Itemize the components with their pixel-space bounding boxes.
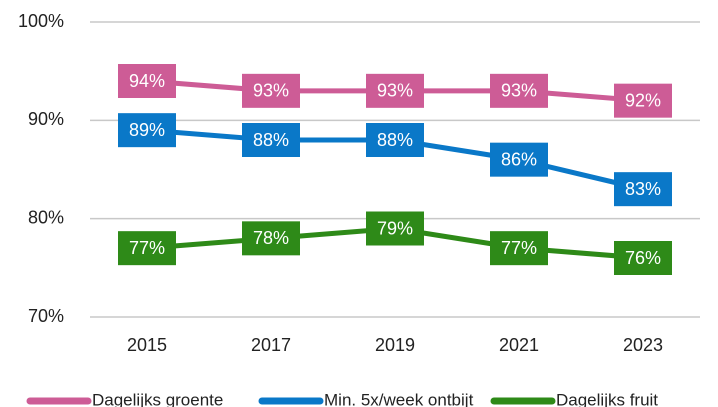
data-label: 79% <box>377 218 413 238</box>
data-label-box <box>242 73 300 108</box>
data-label-box <box>490 142 548 177</box>
data-label-box <box>614 172 672 207</box>
x-tick-label: 2017 <box>251 335 291 355</box>
data-label: 93% <box>501 81 537 101</box>
x-tick-label: 2019 <box>375 335 415 355</box>
y-tick-label: 90% <box>28 109 64 129</box>
data-label: 92% <box>625 90 661 110</box>
x-tick-label: 2023 <box>623 335 663 355</box>
data-label: 93% <box>377 81 413 101</box>
data-label: 86% <box>501 149 537 169</box>
data-label: 89% <box>129 120 165 140</box>
data-label-box <box>490 231 548 266</box>
data-label: 76% <box>625 248 661 268</box>
data-label-box <box>118 64 176 98</box>
data-label-box <box>614 83 672 118</box>
data-label-box <box>242 221 300 256</box>
legend-label: Min. 5x/week ontbijt <box>324 390 474 407</box>
legend-label: Dagelijks fruit <box>556 390 658 407</box>
data-label: 83% <box>625 179 661 199</box>
y-tick-label: 80% <box>28 207 64 227</box>
y-tick-label: 70% <box>28 306 64 326</box>
data-label: 94% <box>129 71 165 91</box>
data-label-box <box>118 231 176 266</box>
data-label: 88% <box>253 130 289 150</box>
x-tick-label: 2021 <box>499 335 539 355</box>
data-label-box <box>614 241 672 275</box>
data-label-box <box>490 73 548 108</box>
data-label-box <box>366 211 424 246</box>
data-label-box <box>242 123 300 157</box>
data-label-box <box>366 123 424 157</box>
data-label: 77% <box>501 238 537 258</box>
data-label: 93% <box>253 81 289 101</box>
legend-label: Dagelijks groente <box>92 390 223 407</box>
y-tick-label: 100% <box>18 11 64 31</box>
data-label: 88% <box>377 130 413 150</box>
data-label: 77% <box>129 238 165 258</box>
data-label-box <box>118 113 176 148</box>
x-tick-label: 2015 <box>127 335 167 355</box>
data-label: 78% <box>253 228 289 248</box>
data-label-box <box>366 73 424 108</box>
